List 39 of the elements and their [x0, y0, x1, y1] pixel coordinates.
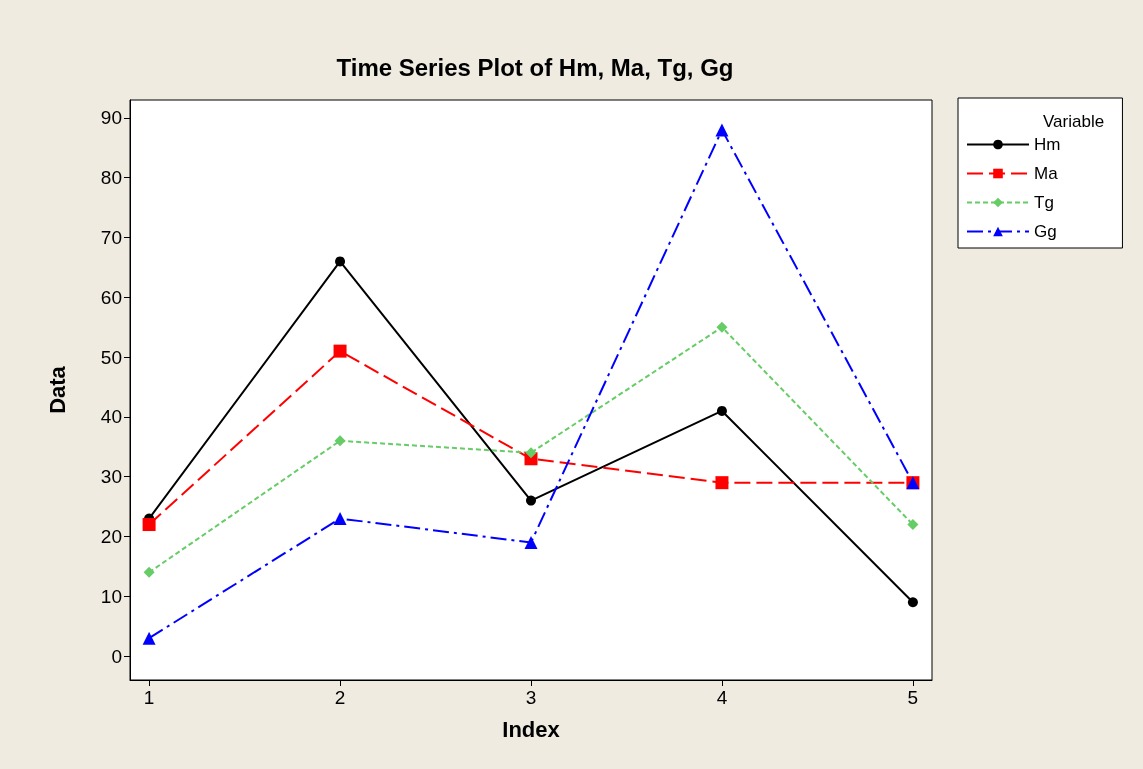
y-tick-label: 20	[100, 525, 122, 547]
legend-label: Ma	[1034, 164, 1059, 183]
point	[333, 512, 347, 526]
point	[715, 476, 729, 490]
y-tick-label: 0	[111, 645, 122, 667]
y-tick-label: 90	[100, 107, 122, 129]
point	[907, 597, 918, 608]
y-tick-label: 50	[100, 346, 122, 368]
point	[715, 123, 729, 137]
x-axis-title: Index	[502, 716, 561, 742]
chart-title: Time Series Plot of Hm, Ma, Tg, Gg	[336, 53, 734, 81]
y-tick-label: 60	[100, 286, 122, 308]
point	[335, 256, 346, 267]
y-tick-label: 10	[100, 585, 122, 607]
x-tick-label: 4	[716, 687, 728, 708]
x-tick-label: 1	[143, 687, 155, 708]
legend-title: Variable	[1043, 112, 1105, 131]
point	[524, 535, 538, 549]
point	[716, 405, 727, 416]
point	[525, 447, 537, 459]
y-tick-label: 30	[100, 466, 122, 488]
y-axis-title: Data	[44, 365, 70, 414]
x-tick-label: 5	[907, 687, 919, 708]
x-tick-label: 3	[525, 687, 537, 708]
y-tick-label: 80	[100, 167, 122, 189]
legend-label: Hm	[1034, 135, 1061, 154]
y-tick-label: 70	[100, 227, 122, 249]
point	[526, 495, 536, 506]
x-tick-label: 2	[334, 687, 346, 708]
point	[142, 631, 156, 645]
point	[716, 321, 728, 333]
legend-label: Tg	[1034, 193, 1054, 212]
y-tick-label: 40	[100, 406, 122, 428]
point	[333, 344, 347, 358]
point	[142, 518, 156, 532]
point	[907, 519, 919, 531]
point	[334, 435, 346, 447]
legend-label: Gg	[1034, 222, 1057, 241]
point	[143, 566, 155, 578]
